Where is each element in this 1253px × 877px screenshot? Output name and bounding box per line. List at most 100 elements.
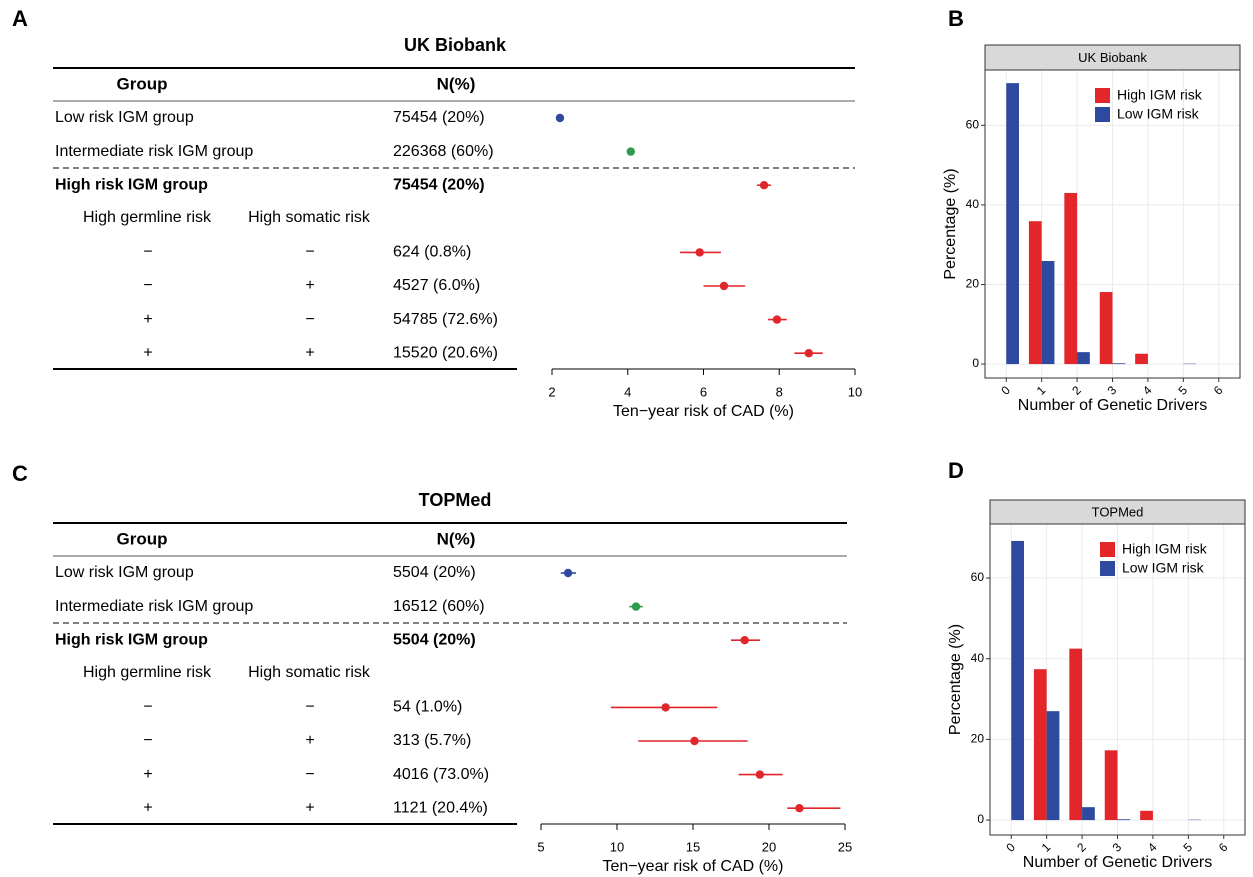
x-axis-label: Number of Genetic Drivers <box>1018 397 1207 414</box>
bar <box>1011 540 1024 821</box>
x-axis-label: Ten−year risk of CAD (%) <box>603 858 784 875</box>
group-label: High risk IGM group <box>55 176 208 193</box>
n-label: 226368 (60%) <box>393 143 494 160</box>
x-tick-label: 10 <box>610 839 624 854</box>
legend-key <box>1100 561 1115 576</box>
x-tick-label: 5 <box>537 839 544 854</box>
legend-label: Low IGM risk <box>1122 560 1205 576</box>
x-tick-label: 0 <box>998 383 1013 398</box>
y-tick-label: 60 <box>971 570 985 584</box>
x-tick-label: 15 <box>686 839 700 854</box>
x-tick-label: 5 <box>1175 383 1190 398</box>
germline-flag: + <box>143 799 152 816</box>
germline-flag: − <box>143 699 152 716</box>
estimate <box>626 147 635 156</box>
estimate <box>631 602 641 611</box>
table-title: TOPMed <box>419 490 492 510</box>
germline-flag: − <box>143 244 152 261</box>
y-tick-label: 40 <box>971 651 985 665</box>
estimate <box>755 770 765 779</box>
bar <box>1033 669 1047 821</box>
bar <box>1064 192 1078 365</box>
legend-key <box>1095 88 1110 103</box>
group-label: Low risk IGM group <box>55 109 194 126</box>
bar <box>1077 352 1090 365</box>
x-tick-label: 3 <box>1110 840 1125 855</box>
y-tick-label: 20 <box>971 732 985 746</box>
estimate <box>759 181 769 190</box>
somatic-flag: − <box>305 699 314 716</box>
x-tick-label: 8 <box>776 384 783 399</box>
strip-title: TOPMed <box>1092 504 1144 519</box>
somatic-flag: + <box>305 344 314 361</box>
germline-flag: − <box>143 732 152 749</box>
x-tick-label: 0 <box>1003 840 1018 855</box>
x-axis-label: Number of Genetic Drivers <box>1023 854 1212 871</box>
table-title: UK Biobank <box>404 35 507 55</box>
y-tick-label: 60 <box>966 117 980 131</box>
panel-letter: C <box>12 461 28 486</box>
panel-letter: A <box>12 6 28 31</box>
y-tick-label: 40 <box>966 197 980 211</box>
y-axis-label: Percentage (%) <box>942 168 959 279</box>
n-label: 1121 (20.4%) <box>393 799 488 816</box>
group-label: High risk IGM group <box>55 631 208 648</box>
n-label: 54785 (72.6%) <box>393 311 498 328</box>
bar <box>1140 810 1153 821</box>
y-tick-label: 20 <box>966 277 980 291</box>
strip <box>984 44 1241 71</box>
y-tick-label: 0 <box>977 812 984 826</box>
estimate <box>690 736 699 746</box>
x-tick-label: 6 <box>700 384 707 399</box>
x-tick-label: 1 <box>1039 840 1054 855</box>
germline-flag: + <box>143 766 152 783</box>
n-label: 313 (5.7%) <box>393 732 471 749</box>
x-tick-label: 20 <box>762 839 776 854</box>
germline-flag: + <box>143 311 152 328</box>
n-label: 624 (0.8%) <box>393 244 471 261</box>
x-tick-label: 6 <box>1211 383 1226 398</box>
x-tick-label: 6 <box>1216 840 1231 855</box>
somatic-flag: − <box>305 244 314 261</box>
estimate <box>740 636 749 645</box>
bar <box>1082 807 1095 821</box>
subgroup-header: High somatic risk <box>248 664 371 681</box>
y-axis-label: Percentage (%) <box>947 624 964 735</box>
germline-flag: + <box>143 344 152 361</box>
somatic-flag: + <box>305 732 314 749</box>
column-header: Group <box>117 74 168 93</box>
estimate <box>772 315 782 324</box>
legend-key <box>1095 107 1110 122</box>
x-tick-label: 2 <box>1074 840 1089 855</box>
germline-flag: − <box>143 277 152 294</box>
estimate <box>555 113 565 123</box>
column-header: Group <box>117 529 168 548</box>
bar <box>1112 363 1126 365</box>
x-tick-label: 1 <box>1034 383 1049 398</box>
legend-label: High IGM risk <box>1122 541 1208 557</box>
x-tick-label: 4 <box>1145 840 1160 855</box>
n-label: 5504 (20%) <box>393 564 476 581</box>
bar <box>1041 261 1055 365</box>
n-label: 16512 (60%) <box>393 598 485 615</box>
bar <box>1006 83 1019 365</box>
y-tick-label: 0 <box>972 356 979 370</box>
bar <box>1117 819 1131 821</box>
bar <box>1104 750 1118 821</box>
n-label: 54 (1.0%) <box>393 699 462 716</box>
column-header: N(%) <box>437 529 476 548</box>
somatic-flag: + <box>305 277 314 294</box>
n-label: 75454 (20%) <box>393 109 485 126</box>
somatic-flag: − <box>305 311 314 328</box>
group-label: Intermediate risk IGM group <box>55 143 253 160</box>
group-label: Low risk IGM group <box>55 564 194 581</box>
group-label: Intermediate risk IGM group <box>55 598 253 615</box>
x-tick-label: 10 <box>848 384 862 399</box>
bar <box>1069 648 1083 821</box>
somatic-flag: − <box>305 766 314 783</box>
x-axis-label: Ten−year risk of CAD (%) <box>613 403 794 420</box>
legend-label: High IGM risk <box>1117 87 1203 103</box>
panel-letter: B <box>948 6 964 31</box>
bar <box>1099 292 1113 365</box>
